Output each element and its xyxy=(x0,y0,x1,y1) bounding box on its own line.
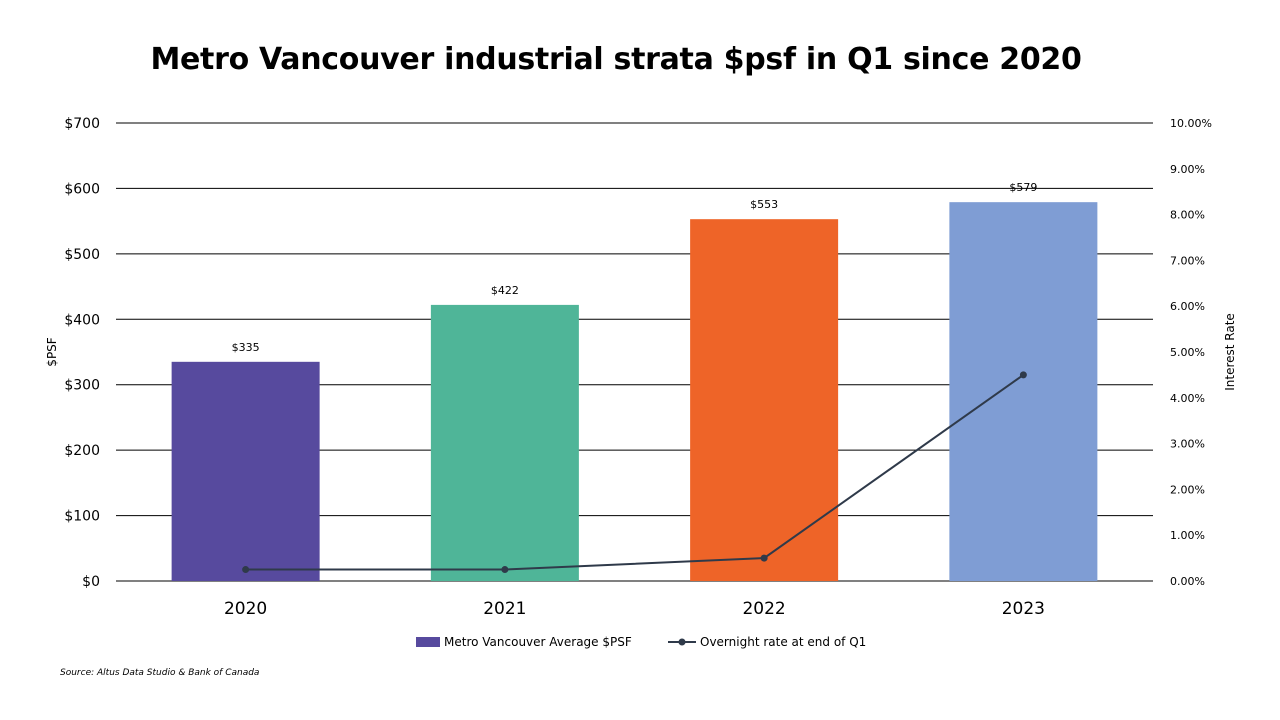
legend-swatch-marker xyxy=(678,638,686,646)
line-series xyxy=(242,371,1027,574)
x-tick-label: 2022 xyxy=(742,599,785,619)
y-tick-label: $300 xyxy=(64,378,100,394)
y2-tick-label: 10.00% xyxy=(1170,117,1212,130)
y2-tick-label: 2.00% xyxy=(1170,483,1205,496)
source-note: Source: Altus Data Studio & Bank of Cana… xyxy=(60,668,260,678)
chart-title: Metro Vancouver industrial strata $psf i… xyxy=(150,42,1082,77)
y-tick-label: $0 xyxy=(82,574,100,590)
legend: Metro Vancouver Average $PSF Overnight r… xyxy=(416,635,866,649)
bar-series xyxy=(171,202,1098,581)
rate-point xyxy=(1019,371,1027,379)
rate-line xyxy=(245,374,1024,571)
x-tick-label: 2020 xyxy=(224,599,267,619)
bar-2022 xyxy=(690,219,839,581)
rate-point xyxy=(760,554,768,562)
y2-tick-label: 6.00% xyxy=(1170,300,1205,313)
y-tick-label: $100 xyxy=(64,509,100,525)
y-tick-label: $700 xyxy=(64,116,100,132)
rate-point xyxy=(501,566,509,574)
y2-tick-label: 3.00% xyxy=(1170,438,1205,451)
bar-2023 xyxy=(949,202,1098,581)
y-axis-title: $PSF xyxy=(45,337,59,366)
y2-tick-label: 5.00% xyxy=(1170,346,1205,359)
rate-point xyxy=(242,566,250,574)
legend-label-line: Overnight rate at end of Q1 xyxy=(700,635,866,649)
x-tick-label: 2021 xyxy=(483,599,526,619)
bar-value-label: $553 xyxy=(750,198,778,211)
y-tick-label: $600 xyxy=(64,181,100,197)
x-tick-label: 2023 xyxy=(1002,599,1045,619)
y-tick-label: $400 xyxy=(64,312,100,328)
y-tick-label: $500 xyxy=(64,247,100,263)
bar-2021 xyxy=(430,304,579,581)
y2-tick-label: 1.00% xyxy=(1170,529,1205,542)
bar-value-label: $335 xyxy=(232,341,260,354)
y2-tick-label: 0.00% xyxy=(1170,575,1205,588)
y2-tick-label: 7.00% xyxy=(1170,254,1205,267)
bar-2020 xyxy=(171,361,320,581)
y2-tick-label: 8.00% xyxy=(1170,209,1205,222)
legend-swatch-bar xyxy=(416,637,440,647)
y-tick-label: $200 xyxy=(64,443,100,459)
legend-label-bar: Metro Vancouver Average $PSF xyxy=(444,635,632,649)
y2-tick-label: 9.00% xyxy=(1170,163,1205,176)
y2-tick-label: 4.00% xyxy=(1170,392,1205,405)
y2-axis-title: Interest Rate xyxy=(1223,313,1237,391)
labels: $0 $100 $200 $300 $400 $500 $600 $700 0.00% 1.00%… xyxy=(64,116,1212,619)
bar-value-label: $422 xyxy=(491,284,519,297)
bar-value-label: $579 xyxy=(1009,181,1037,194)
